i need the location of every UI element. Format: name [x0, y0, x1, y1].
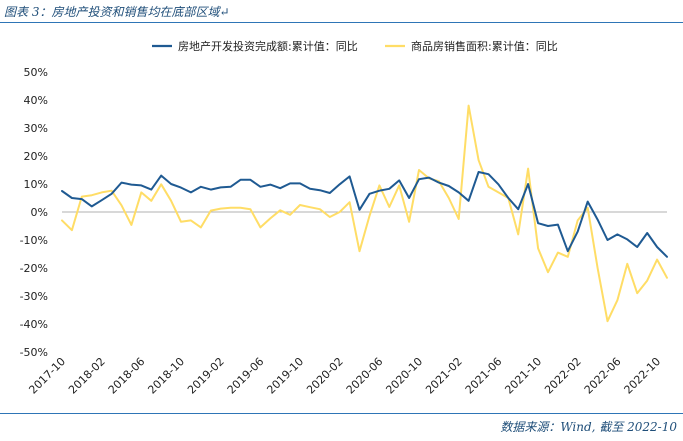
line-chart: 房地产开发投资完成额:累计值：同比 商品房销售面积:累计值：同比 50% 40% 30… — [20, 39, 668, 397]
x-axis: 2017-102018-022018-062018-102019-022019-… — [26, 355, 663, 397]
legend: 房地产开发投资完成额:累计值：同比 商品房销售面积:累计值：同比 — [152, 39, 558, 53]
y-tick-label: 20% — [24, 150, 48, 163]
x-tick-label: 2019-10 — [264, 355, 306, 397]
source-note: 数据来源：Wind, 截至 2022-10 — [500, 420, 677, 434]
y-tick-label: 30% — [24, 122, 48, 135]
y-tick-label: 10% — [24, 178, 48, 191]
figure-title: 图表 3：房地产投资和销售均在底部区域↵ — [4, 5, 230, 19]
x-tick-label: 2022-06 — [582, 355, 624, 397]
legend-label-1: 房地产开发投资完成额:累计值：同比 — [178, 39, 358, 53]
legend-label-2: 商品房销售面积:累计值：同比 — [411, 39, 558, 53]
x-tick-label: 2019-06 — [225, 355, 267, 397]
x-tick-label: 2022-10 — [622, 355, 664, 397]
y-tick-label: 50% — [24, 66, 48, 79]
x-tick-label: 2018-06 — [106, 355, 148, 397]
title-divider — [0, 22, 683, 23]
x-tick-label: 2020-10 — [383, 355, 425, 397]
y-tick-label: -20% — [20, 262, 48, 275]
series-line-2 — [61, 104, 668, 323]
x-tick-label: 2021-06 — [463, 355, 505, 397]
y-tick-label: -40% — [20, 318, 48, 331]
y-axis: 50% 40% 30% 20% 10% 0% -10% -20% -30% -40% -50% — [20, 66, 48, 359]
series-lines — [61, 104, 668, 323]
series-line-1 — [61, 171, 668, 258]
x-tick-label: 2022-02 — [542, 355, 584, 397]
y-tick-label: -30% — [20, 290, 48, 303]
x-tick-label: 2018-10 — [145, 355, 187, 397]
figure-header: 图表 3：房地产投资和销售均在底部区域↵ — [0, 0, 683, 22]
y-tick-label: 40% — [24, 94, 48, 107]
y-tick-label: -50% — [20, 346, 48, 359]
x-tick-label: 2018-02 — [66, 355, 108, 397]
y-tick-label: -10% — [20, 234, 48, 247]
x-tick-label: 2021-02 — [423, 355, 465, 397]
x-tick-label: 2021-10 — [502, 355, 544, 397]
x-tick-label: 2020-02 — [304, 355, 346, 397]
x-tick-label: 2017-10 — [26, 355, 68, 397]
x-tick-label: 2019-02 — [185, 355, 227, 397]
x-tick-label: 2020-06 — [344, 355, 386, 397]
y-tick-label: 0% — [31, 206, 48, 219]
footer-divider — [0, 413, 683, 414]
